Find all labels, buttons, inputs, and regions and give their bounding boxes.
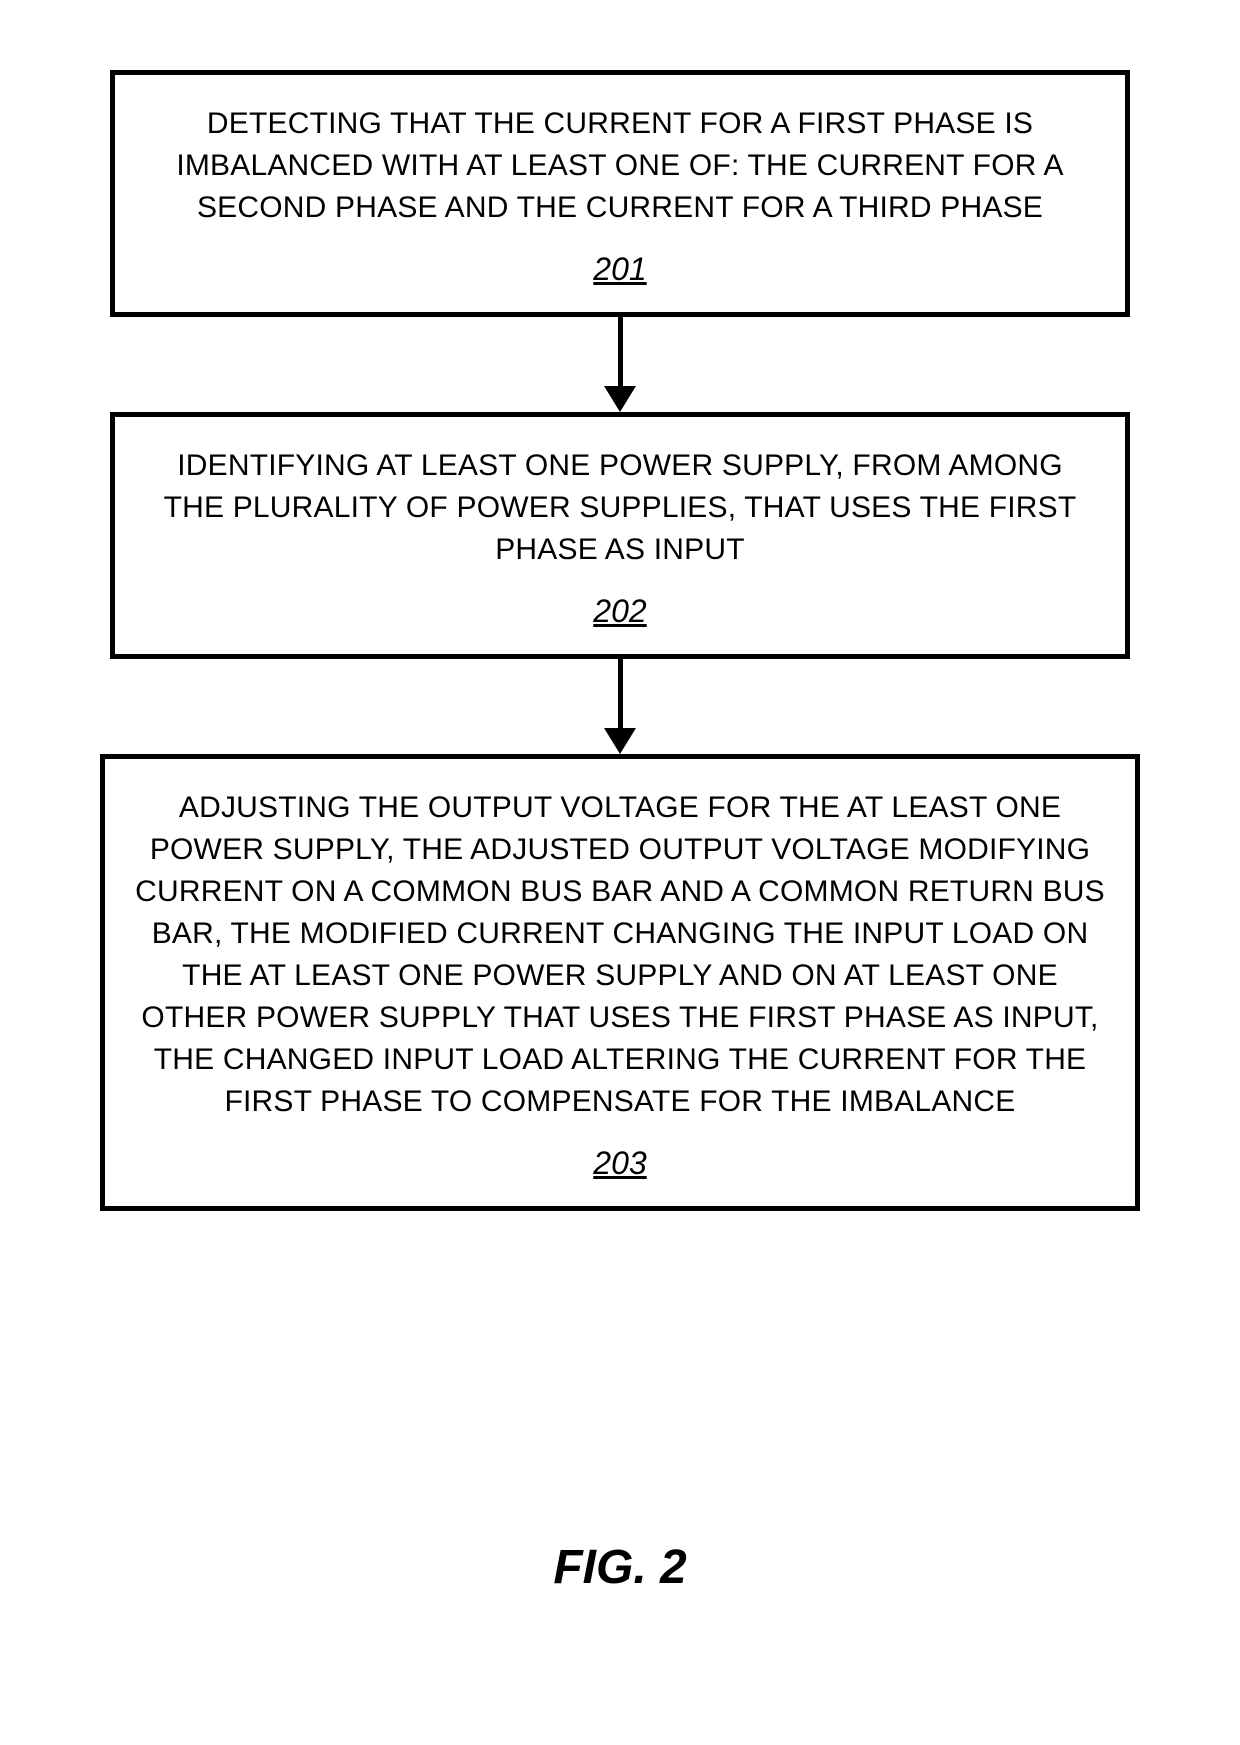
box-text: Identifying at least one power supply, f…: [143, 445, 1097, 571]
flowchart: Detecting that the current for a first p…: [100, 70, 1140, 1211]
box-number: 202: [143, 593, 1097, 630]
flowchart-box-201: Detecting that the current for a first p…: [110, 70, 1130, 317]
box-number: 203: [133, 1145, 1107, 1182]
arrow-head-icon: [604, 728, 636, 754]
arrow-line: [618, 659, 623, 729]
figure-label: FIG. 2: [553, 1540, 686, 1595]
box-number: 201: [143, 251, 1097, 288]
flowchart-box-203: Adjusting the output voltage for the at …: [100, 754, 1140, 1211]
arrow-line: [618, 317, 623, 387]
flowchart-box-202: Identifying at least one power supply, f…: [110, 412, 1130, 659]
flowchart-arrow: [604, 659, 636, 754]
box-text: Detecting that the current for a first p…: [143, 103, 1097, 229]
flowchart-arrow: [604, 317, 636, 412]
arrow-head-icon: [604, 386, 636, 412]
box-text: Adjusting the output voltage for the at …: [133, 787, 1107, 1123]
